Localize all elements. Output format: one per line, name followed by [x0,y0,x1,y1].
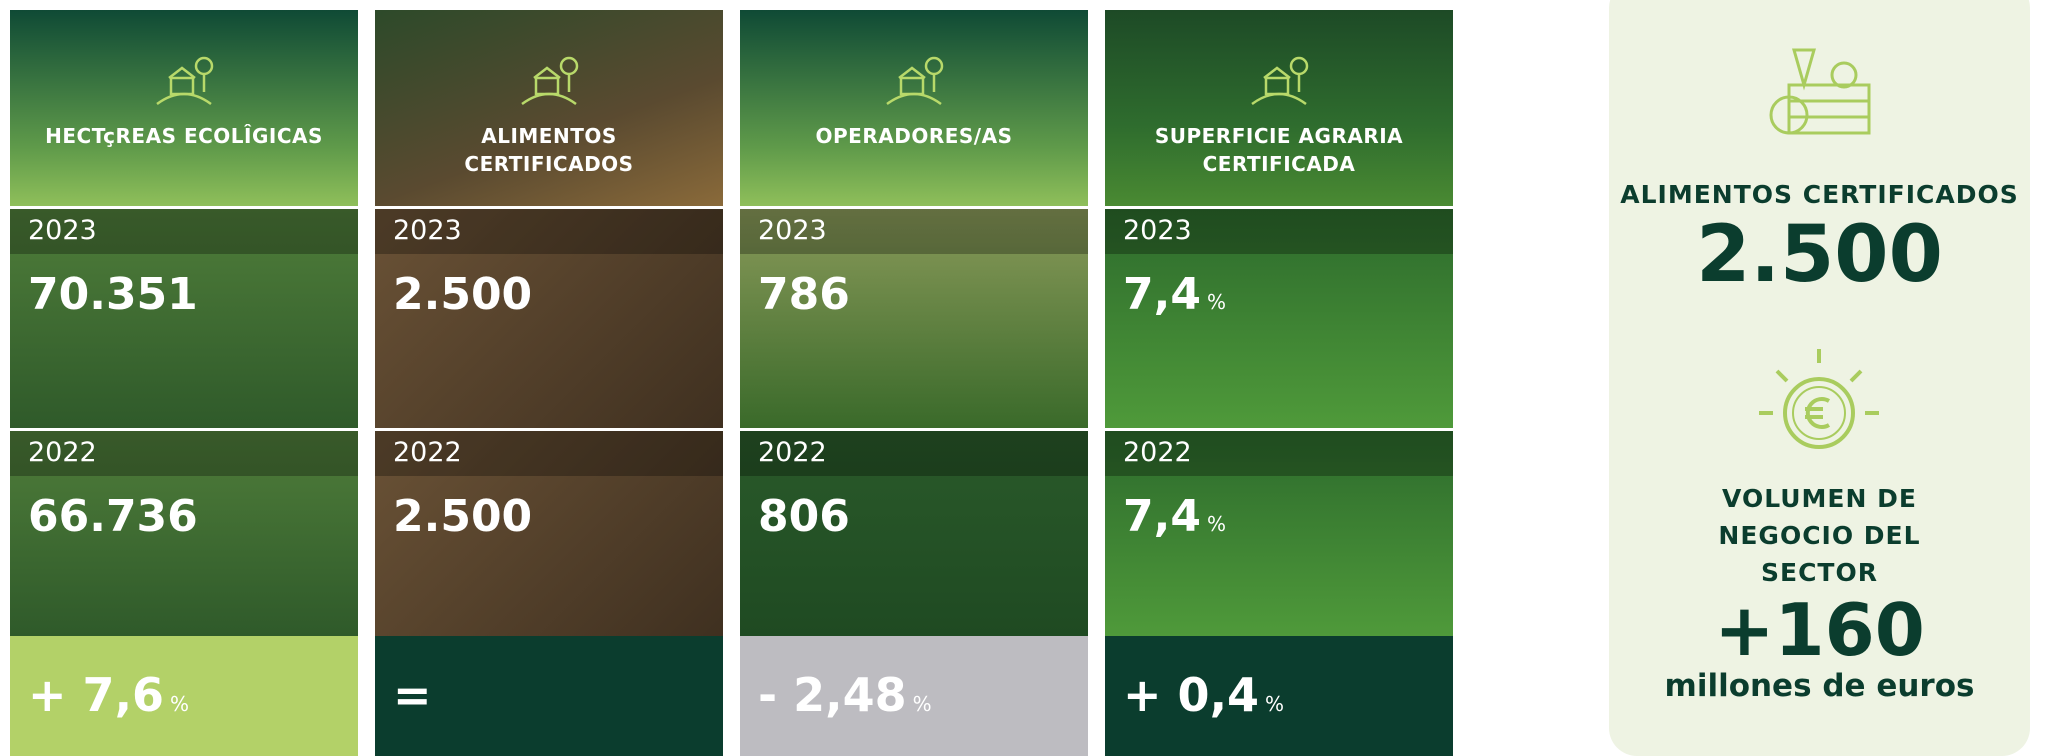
change-value: + 0,4 [1123,668,1260,722]
value-number: 806 [758,491,850,542]
food-label: ALIMENTOS CERTIFICADOS [1620,180,2019,209]
value-number: 70.351 [28,269,198,320]
value: 66.736 [28,491,198,542]
year-row: 2022 7,4% [1105,431,1453,636]
change-unit: % [912,692,932,716]
food-value: 2.500 [1696,210,1943,300]
change: + 7,6% [28,668,189,722]
change: - 2,48% [758,668,932,722]
icon-wrap [1244,48,1314,116]
value: 786 [758,269,850,320]
change-box: = [375,636,723,756]
business-label: VOLUMEN DE NEGOCIO DEL SECTOR [1718,484,1921,587]
year-band [740,431,1088,476]
icon-wrap [879,48,949,116]
card-header: SUPERFICIE AGRARIA CERTIFICADA [1105,10,1453,206]
year-row: 2023 786 [740,209,1088,428]
year-row: 2022 806 [740,431,1088,636]
year-row: 2022 66.736 [10,431,358,636]
year-band [375,209,723,254]
change-box: + 0,4% [1105,636,1453,756]
value: 70.351 [28,269,198,320]
change-unit: % [1265,692,1285,716]
value: 7,4% [1123,491,1226,542]
card-icon [1251,56,1309,106]
year: 2022 [393,437,462,468]
euro-icon [1759,349,1879,449]
card-title: ALIMENTOS CERTIFICADOS [464,124,634,176]
year-band [10,431,358,476]
icon-wrap [514,48,584,116]
business-unit: millones de euros [1664,668,1975,704]
food-icon [1769,48,1871,135]
change-value: = [393,668,432,722]
year-band [740,209,1088,254]
year-band [375,431,723,476]
summary-panel: ALIMENTOS CERTIFICADOS 2.500 VOLUMEN DE … [1609,0,2030,756]
change-box: - 2,48% [740,636,1088,756]
change-value: - 2,48 [758,668,907,722]
card-icon [156,56,214,106]
year-band [10,209,358,254]
card-icon [886,56,944,106]
card-icon [521,56,579,106]
year-row: 2022 2.500 [375,431,723,636]
year-band [1105,209,1453,254]
value-number: 7,4 [1123,269,1201,320]
value: 2.500 [393,269,532,320]
icon-wrap [149,48,219,116]
card: SUPERFICIE AGRARIA CERTIFICADA 2023 7,4% 20… [1105,10,1453,756]
card-header: HECTçREAS ECOLÎGICAS [10,10,358,206]
value-number: 786 [758,269,850,320]
card: ALIMENTOS CERTIFICADOS 2023 2.500 2022 2.500… [375,10,723,756]
year: 2023 [393,215,462,246]
business-value: +160 [1714,588,1925,672]
card-title: OPERADORES/AS [815,124,1013,148]
year-row: 2023 7,4% [1105,209,1453,428]
card-header: ALIMENTOS CERTIFICADOS [375,10,723,206]
year: 2022 [758,437,827,468]
value-unit: % [1206,290,1226,314]
year: 2023 [758,215,827,246]
year-row: 2023 70.351 [10,209,358,428]
card-title: HECTçREAS ECOLÎGICAS [45,124,323,148]
change-value: + 7,6 [28,668,165,722]
year: 2022 [1123,437,1192,468]
value-number: 2.500 [393,491,533,542]
change-box: + 7,6% [10,636,358,756]
value-number: 66.736 [28,491,198,542]
card-title: SUPERFICIE AGRARIA CERTIFICADA [1154,124,1404,176]
value-number: 7,4 [1123,491,1201,542]
card: OPERADORES/AS 2023 786 2022 806 - 2,48% [740,10,1088,756]
card: HECTçREAS ECOLÎGICAS 2023 70.351 2022 66.736… [10,10,358,756]
card-header: OPERADORES/AS [740,10,1088,206]
change: = [393,668,432,722]
change: + 0,4% [1123,668,1284,722]
value: 2.500 [393,491,532,542]
year: 2023 [28,215,97,246]
year-row: 2023 2.500 [375,209,723,428]
year: 2022 [28,437,97,468]
value: 7,4% [1123,269,1226,320]
value-number: 2.500 [393,269,533,320]
value-unit: % [1206,512,1226,536]
year-band [1105,431,1453,476]
change-unit: % [170,692,190,716]
year: 2023 [1123,215,1192,246]
value: 806 [758,491,850,542]
